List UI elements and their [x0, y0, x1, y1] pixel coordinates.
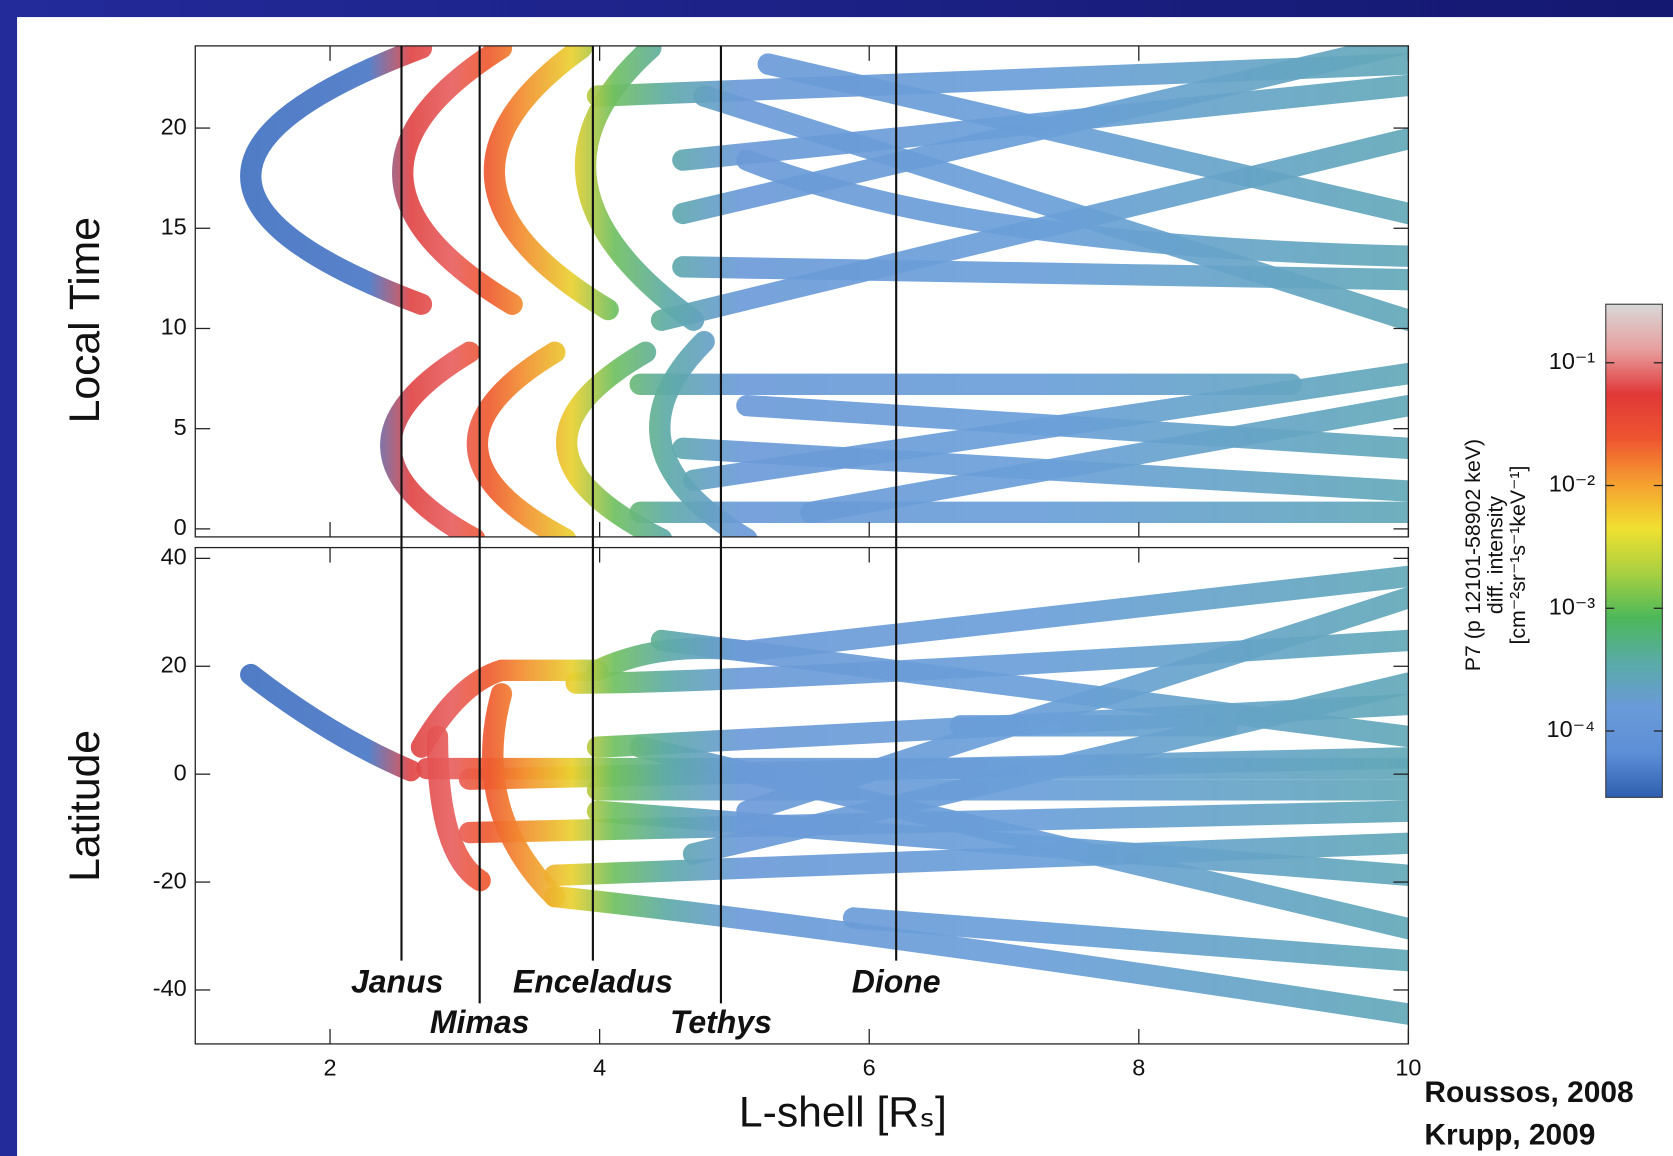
trajectory-band: [482, 683, 566, 908]
trajectory-band: [240, 45, 433, 315]
x-tick-label: 10: [1395, 1055, 1421, 1081]
trajectory-band: [800, 394, 1409, 524]
trajectory-band: [693, 85, 1409, 331]
trajectory-band: [842, 907, 1409, 972]
trajectories: [240, 45, 1409, 537]
trajectory-band: [544, 885, 1409, 1025]
credit: Roussos, 2008: [1424, 1076, 1633, 1109]
y-tick-label: 5: [174, 414, 187, 440]
y-axis-title: Local Time: [61, 217, 109, 423]
trajectories: [240, 565, 1409, 1025]
y-tick-label: 0: [174, 514, 187, 540]
trajectory-band: [650, 629, 1409, 748]
y-tick-label: 15: [161, 213, 187, 239]
trajectory-band: [586, 53, 1409, 107]
moon-label: Janus: [351, 964, 443, 1000]
y-tick-label: 20: [161, 113, 187, 139]
trajectory-band: [544, 832, 1409, 886]
y-tick-label: -20: [153, 867, 187, 893]
x-axis-title: L-shell [Rₛ]: [739, 1089, 947, 1137]
y-tick-label: -40: [153, 975, 187, 1001]
credit: Krupp, 2009: [1424, 1119, 1595, 1152]
y-tick-label: 10: [161, 314, 187, 340]
x-tick-label: 2: [324, 1055, 337, 1081]
x-tick-label: 8: [1132, 1055, 1145, 1081]
trajectory-band: [458, 747, 1409, 790]
trajectory-band: [240, 663, 422, 782]
moon-label: Mimas: [430, 1004, 530, 1040]
colorbar-label: [cm⁻²sr⁻¹s⁻¹keV⁻¹]: [1506, 466, 1530, 645]
y-tick-label: 40: [161, 544, 187, 570]
colorbar-tick-label: 10⁻³: [1549, 593, 1595, 619]
y-tick-label: 0: [174, 759, 187, 785]
trajectory-band: [466, 341, 576, 537]
y-tick-label: 20: [161, 651, 187, 677]
colorbar: [1605, 303, 1663, 798]
moon-label: Enceladus: [513, 964, 673, 1000]
colorbar-tick-label: 10⁻²: [1549, 471, 1595, 497]
panel-frame: [194, 45, 1410, 538]
x-tick-label: 6: [863, 1055, 876, 1081]
colorbar-tick-label: 10⁻¹: [1549, 348, 1595, 374]
trajectory-band: [483, 45, 619, 321]
trajectory-band: [574, 45, 705, 331]
colorbar-label: diff. intensity: [1484, 496, 1508, 615]
trajectory-band: [556, 341, 672, 537]
colorbar-tick-label: 10⁻⁴: [1547, 716, 1596, 742]
panel-frame: [194, 546, 1410, 1045]
trajectory-band: [380, 341, 486, 537]
y-axis-title: Latitude: [61, 730, 109, 882]
moon-label: Tethys: [670, 1004, 772, 1040]
x-tick-label: 4: [593, 1055, 606, 1081]
colorbar-label: P7 (p 12101-58902 keV): [1461, 439, 1485, 671]
trajectory-band: [736, 149, 1409, 267]
trajectory-band: [392, 45, 523, 315]
moon-label: Dione: [852, 964, 941, 1000]
